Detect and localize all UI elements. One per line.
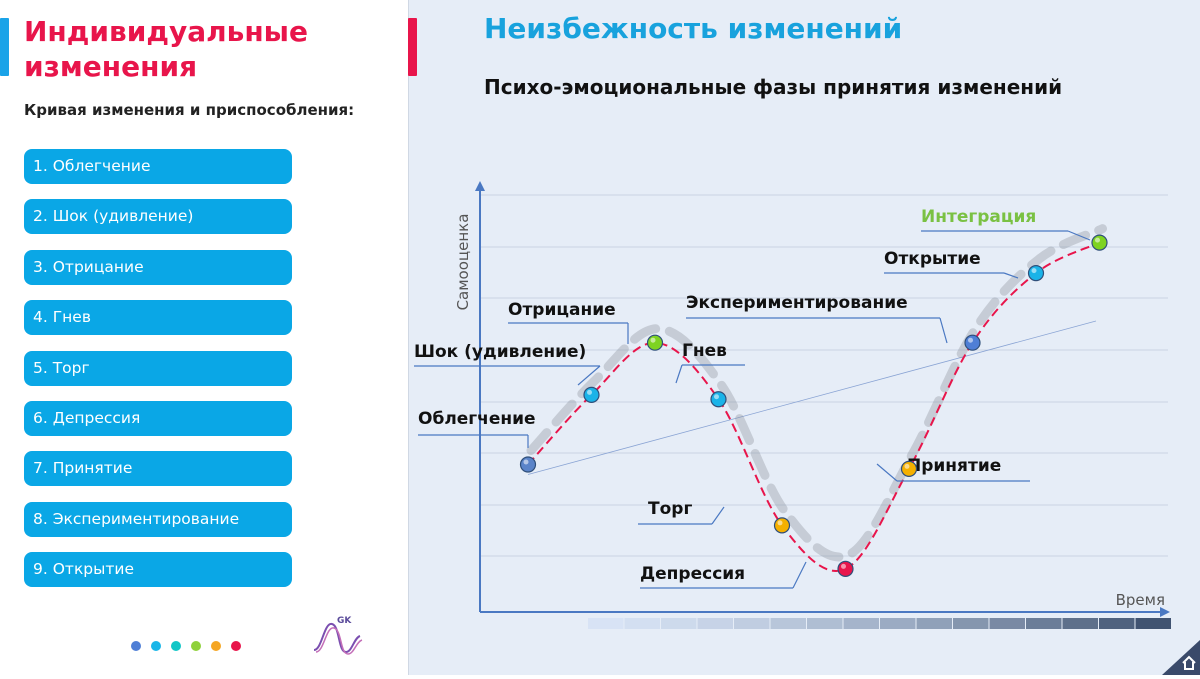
data-point xyxy=(900,460,918,477)
data-point xyxy=(583,386,600,403)
label-leader xyxy=(939,317,948,344)
data-point xyxy=(519,456,537,473)
right-accent-bar xyxy=(408,18,417,76)
data-point-highlight xyxy=(587,389,592,395)
x-axis-label: Время xyxy=(1116,591,1165,609)
y-axis-arrow xyxy=(475,181,485,191)
data-point-highlight xyxy=(523,459,529,465)
phase-button-bargaining[interactable]: 5. Торг xyxy=(24,350,292,386)
time-scale-segment xyxy=(697,618,733,629)
home-button[interactable] xyxy=(1162,640,1200,675)
data-point xyxy=(1091,234,1108,251)
time-scale-segment xyxy=(624,618,660,629)
change-curve xyxy=(527,241,1100,572)
data-point xyxy=(837,560,854,578)
time-scale-segment xyxy=(843,618,879,629)
y-axis-label: Самооценка xyxy=(454,214,472,311)
label-leader xyxy=(792,561,807,589)
label-leader xyxy=(876,463,898,482)
data-point-highlight xyxy=(1031,268,1037,274)
phase-button-discovery[interactable]: 9. Открытие xyxy=(24,552,292,588)
phase-button-experimenting[interactable]: 8. Экспериментирование xyxy=(24,501,292,537)
phase-button-acceptance[interactable]: 7. Принятие xyxy=(24,451,292,487)
time-scale-segment xyxy=(807,618,843,629)
left-subtitle: Кривая изменения и приспособления: xyxy=(24,101,355,119)
left-accent-bar xyxy=(0,18,9,76)
phase-button-depression[interactable]: 6. Депрессия xyxy=(24,400,292,436)
data-point-highlight xyxy=(968,337,973,343)
chart-title: Психо-эмоциональные фазы принятия измене… xyxy=(484,75,1063,99)
left-title-line2: изменения xyxy=(24,50,198,83)
data-point-highlight xyxy=(714,394,719,400)
point-label: Открытие xyxy=(884,249,981,269)
left-title-line1: Индивидуальные xyxy=(24,15,308,48)
time-scale-segment xyxy=(734,618,770,629)
left-panel: Индивидуальные изменения Кривая изменени… xyxy=(0,0,408,675)
left-title: Индивидуальные изменения xyxy=(24,14,384,84)
data-point-highlight xyxy=(777,520,783,526)
time-scale-segment xyxy=(880,618,916,629)
wave-logo-icon: GK xyxy=(310,612,364,658)
data-point-highlight xyxy=(650,337,656,343)
time-scale-segment xyxy=(588,618,624,629)
data-point-highlight xyxy=(1095,237,1100,243)
point-label: Интеграция xyxy=(921,207,1036,227)
point-label: Облегчение xyxy=(418,409,536,429)
label-leader xyxy=(577,365,601,386)
phase-button-relief[interactable]: 1. Облегчение xyxy=(24,149,292,184)
phase-button-denial[interactable]: 3. Отрицание xyxy=(24,249,292,285)
right-panel xyxy=(408,0,1200,675)
time-scale-segment xyxy=(1099,618,1135,629)
label-leader xyxy=(675,364,683,384)
time-scale-segment xyxy=(989,618,1025,629)
label-leader xyxy=(1003,272,1019,279)
color-dot xyxy=(171,641,181,651)
time-scale-segment xyxy=(661,618,697,629)
time-scale-segment xyxy=(1135,618,1171,629)
phase-list: 1. Облегчение 2. Шок (удивление) 3. Отри… xyxy=(24,149,292,603)
right-title: Неизбежность изменений xyxy=(484,12,903,45)
trend-line xyxy=(527,320,1097,475)
curve-shadow xyxy=(526,224,1107,562)
time-scale-segment xyxy=(770,618,806,629)
color-dot xyxy=(151,641,161,651)
color-dot xyxy=(231,641,241,651)
color-dot xyxy=(211,641,221,651)
data-point xyxy=(646,334,664,351)
data-point-highlight xyxy=(904,463,910,469)
data-point xyxy=(710,391,727,408)
point-label: Отрицание xyxy=(508,300,616,320)
data-point xyxy=(964,334,981,351)
color-dots xyxy=(131,636,251,655)
phase-button-shock[interactable]: 2. Шок (удивление) xyxy=(24,199,292,235)
point-label: Гнев xyxy=(682,341,727,361)
data-point xyxy=(773,517,791,534)
point-label: Экспериментирование xyxy=(686,293,908,313)
time-scale-segment xyxy=(1026,618,1062,629)
color-dot xyxy=(191,641,201,651)
data-point xyxy=(1027,265,1045,282)
x-axis-arrow xyxy=(1160,607,1170,617)
point-label: Депрессия xyxy=(640,564,745,584)
point-label: Торг xyxy=(648,499,692,519)
home-icon xyxy=(1162,640,1200,675)
color-dot xyxy=(131,641,141,651)
time-scale-segment xyxy=(953,618,989,629)
phase-button-anger[interactable]: 4. Гнев xyxy=(24,300,292,336)
point-label: Принятие xyxy=(907,456,1001,476)
data-point-highlight xyxy=(841,563,846,569)
label-leader xyxy=(711,506,725,525)
point-label: Шок (удивление) xyxy=(414,342,586,362)
time-scale-segment xyxy=(1062,618,1098,629)
time-scale-segment xyxy=(916,618,952,629)
label-leader xyxy=(1067,230,1091,241)
logo-text: GK xyxy=(337,616,352,626)
